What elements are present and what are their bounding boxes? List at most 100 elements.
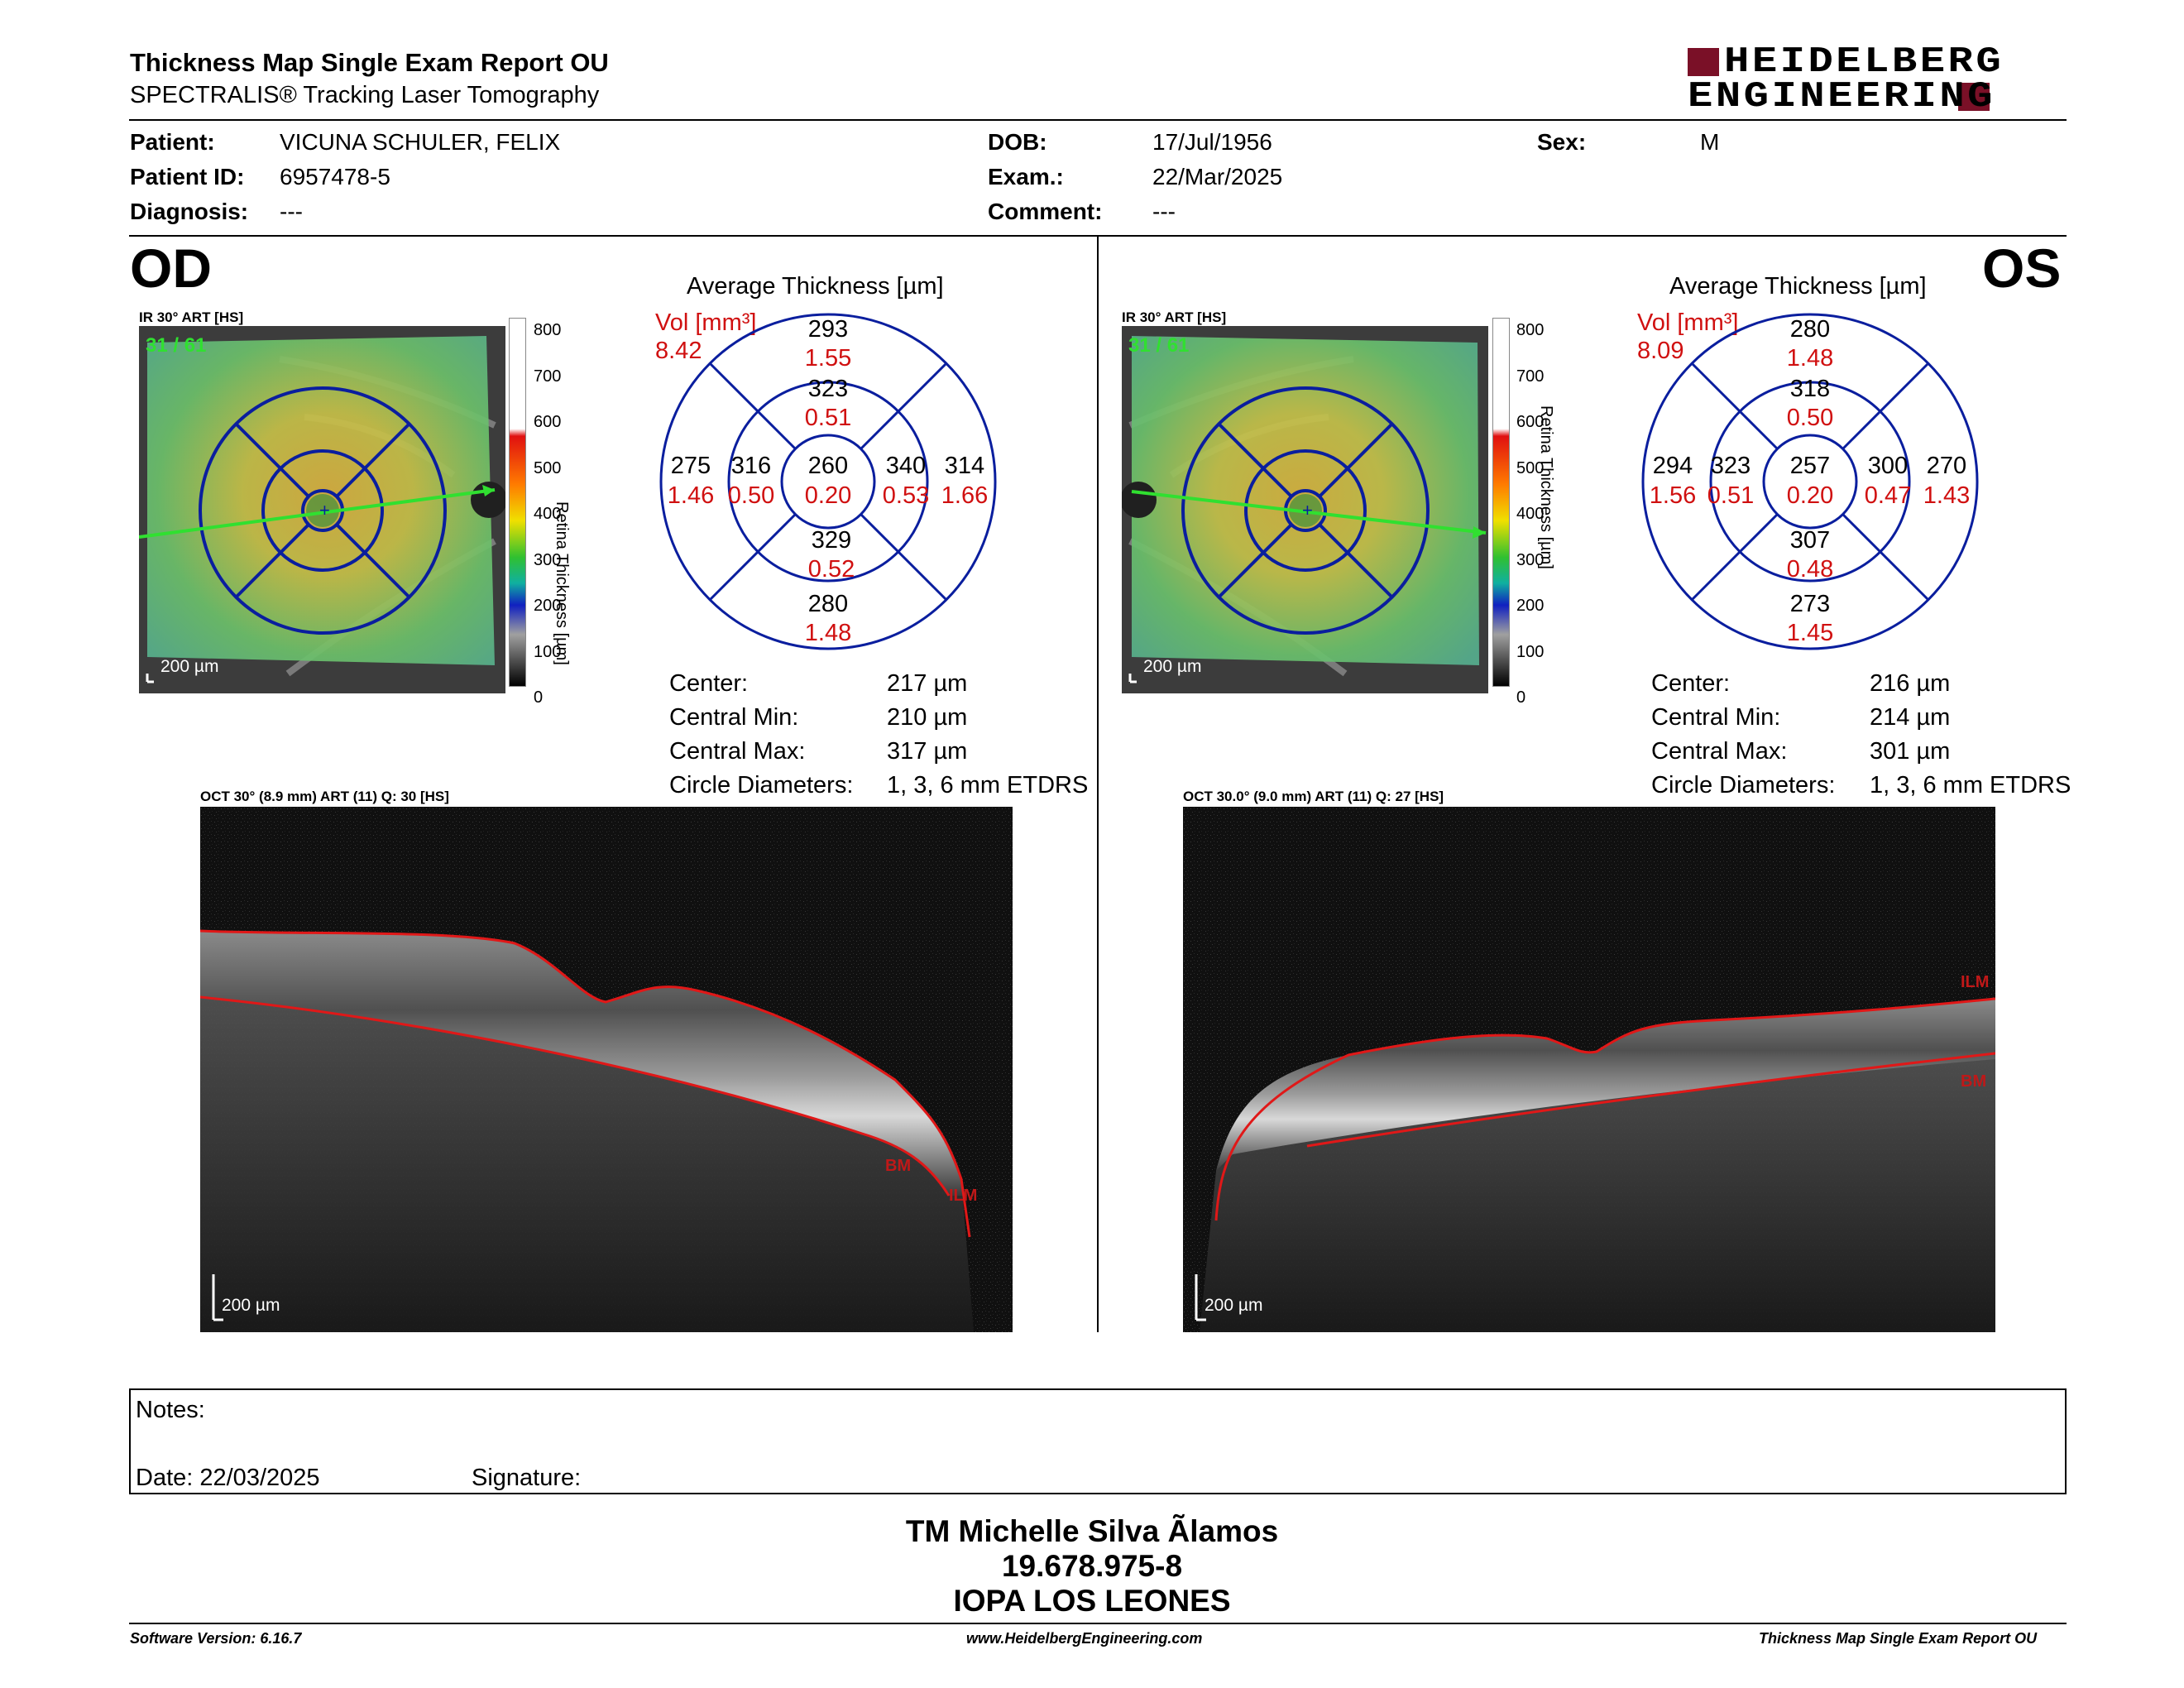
os-inner-top-vol: 0.50 <box>1787 405 1833 431</box>
os-min-label: Central Min: <box>1651 704 1781 731</box>
os-outer-left: 294 <box>1653 453 1693 479</box>
diagnosis-value: --- <box>280 199 303 224</box>
ir-caption-od: IR 30° ART [HS] <box>139 309 244 325</box>
os-min-value: 214 µm <box>1870 704 1951 731</box>
operator-name: TM Michelle Silva Ãlamos <box>905 1514 1279 1548</box>
website-link[interactable]: www.HeidelbergEngineering.com <box>966 1630 1203 1647</box>
patient-id: 6957478-5 <box>280 164 390 189</box>
os-outer-right-vol: 1.43 <box>1923 482 1970 509</box>
os-max-label: Central Max: <box>1651 738 1788 765</box>
os-inner-top: 318 <box>1790 376 1830 402</box>
frame-count-os: 31 / 61 <box>1128 334 1190 357</box>
sex-label: Sex: <box>1537 129 1587 155</box>
logo-line1: HEIDELBERG <box>1724 41 2004 83</box>
od-outer-left-vol: 1.46 <box>668 482 714 509</box>
od-inner-top-vol: 0.51 <box>805 405 851 431</box>
svg-text:+: + <box>319 500 330 520</box>
sex-value: M <box>1700 129 1720 155</box>
logo-square-icon <box>1688 48 1719 76</box>
notes-label: Notes: <box>136 1397 205 1423</box>
os-inner-bottom: 307 <box>1790 527 1830 554</box>
oct-bscan-od <box>200 807 1013 1332</box>
header-divider <box>129 119 2067 121</box>
od-outer-left: 275 <box>671 453 711 479</box>
od-outer-top: 293 <box>808 316 848 343</box>
oct-scale-os: 200 µm <box>1205 1296 1263 1315</box>
os-diam-value: 1, 3, 6 mm ETDRS <box>1870 772 2071 798</box>
fundus-scale-os: 200 µm <box>1143 657 1202 676</box>
operator-id: 19.678.975-8 <box>1001 1549 1183 1583</box>
logo-line2: ENGINEERING <box>1688 76 1995 117</box>
oct-scale-od: 200 µm <box>222 1296 280 1315</box>
od-inner-bottom: 329 <box>812 527 851 554</box>
signature-label: Signature: <box>472 1465 582 1491</box>
etdrs-grid-od: 293 1.55 323 0.51 260 0.20 329 0.52 280 … <box>659 313 997 650</box>
od-min-label: Central Min: <box>669 704 799 731</box>
svg-text:+: + <box>1302 500 1313 520</box>
oct-caption-os: OCT 30.0° (9.0 mm) ART (11) Q: 27 [HS] <box>1183 789 1444 804</box>
vol-total-od: 8.42 <box>655 338 702 364</box>
avg-thickness-title-od: Average Thickness [µm] <box>687 273 944 300</box>
od-bm-label: BM <box>885 1157 912 1175</box>
os-inner-left: 323 <box>1711 453 1751 479</box>
eye-divider <box>1097 237 1099 1332</box>
os-max-value: 301 µm <box>1870 738 1951 765</box>
os-center-label: Center: <box>1651 670 1731 697</box>
od-ilm-label: ILM <box>949 1187 978 1205</box>
fundus-thickness-map-os: + <box>1122 326 1488 693</box>
vol-label-od: Vol [mm³] <box>655 309 757 336</box>
os-outer-left-vol: 1.56 <box>1650 482 1696 509</box>
os-diam-label: Circle Diameters: <box>1651 772 1836 798</box>
os-inner-bottom-vol: 0.48 <box>1787 556 1833 583</box>
od-inner-bottom-vol: 0.52 <box>808 556 855 583</box>
colorbar-label-os: Retina Thickness [µm] <box>1537 405 1555 569</box>
colorbar-ticks-od: 800 700 600 500 400 300 200 100 0 <box>534 321 562 707</box>
institution: IOPA LOS LEONES <box>953 1584 1231 1618</box>
od-center: 260 <box>808 453 848 479</box>
colorbar-os <box>1492 318 1510 687</box>
od-center-vol: 0.20 <box>805 482 851 509</box>
dob-label: DOB: <box>988 129 1047 155</box>
od-max-label: Central Max: <box>669 738 806 765</box>
os-inner-left-vol: 0.51 <box>1707 482 1754 509</box>
eye-label-od: OD <box>130 237 212 299</box>
ir-caption-os: IR 30° ART [HS] <box>1122 309 1227 325</box>
frame-count-od: 31 / 61 <box>146 334 207 357</box>
od-outer-right-vol: 1.66 <box>941 482 988 509</box>
os-inner-right: 300 <box>1868 453 1908 479</box>
vol-total-os: 8.09 <box>1637 338 1684 364</box>
od-center-label: Center: <box>669 670 749 697</box>
report-subtitle: SPECTRALIS® Tracking Laser Tomography <box>130 82 600 108</box>
colorbar-od <box>509 318 526 687</box>
od-inner-top: 323 <box>808 376 848 402</box>
os-outer-bottom: 273 <box>1790 591 1830 617</box>
footer-report-name: Thickness Map Single Exam Report OU <box>1759 1630 2038 1647</box>
diagnosis-label: Diagnosis: <box>130 199 249 224</box>
fundus-scale-od: 200 µm <box>160 657 219 676</box>
od-diam-label: Circle Diameters: <box>669 772 854 798</box>
patient-label: Patient: <box>130 129 215 155</box>
patient-name: VICUNA SCHULER, FELIX <box>280 129 561 155</box>
od-inner-right: 340 <box>886 453 926 479</box>
od-outer-bottom-vol: 1.48 <box>805 620 851 646</box>
od-inner-left: 316 <box>731 453 771 479</box>
footer-divider <box>129 1623 2067 1624</box>
brand-logo: HEIDELBERG ENGINEERING <box>1688 41 2068 117</box>
os-outer-top-vol: 1.48 <box>1787 345 1833 372</box>
os-ilm-label: ILM <box>1961 973 1990 991</box>
etdrs-grid-os: 280 1.48 318 0.50 257 0.20 307 0.48 273 … <box>1641 313 1979 650</box>
os-center-vol: 0.20 <box>1787 482 1833 509</box>
od-outer-top-vol: 1.55 <box>805 345 851 372</box>
od-center-value: 217 µm <box>887 670 968 697</box>
os-center-value: 216 µm <box>1870 670 1951 697</box>
report-title: Thickness Map Single Exam Report OU <box>130 48 609 77</box>
patient-divider <box>129 235 2067 237</box>
notes-date: Date: 22/03/2025 <box>136 1465 320 1491</box>
comment-label: Comment: <box>988 199 1103 224</box>
fundus-thickness-map-od: + <box>139 326 505 693</box>
notes-box: Notes: Date: 22/03/2025 Signature: <box>129 1388 2067 1494</box>
vol-label-os: Vol [mm³] <box>1637 309 1739 336</box>
oct-caption-od: OCT 30° (8.9 mm) ART (11) Q: 30 [HS] <box>200 789 449 804</box>
exam-label: Exam.: <box>988 164 1064 189</box>
colorbar-label-od: Retina Thickness [µm] <box>553 501 571 665</box>
